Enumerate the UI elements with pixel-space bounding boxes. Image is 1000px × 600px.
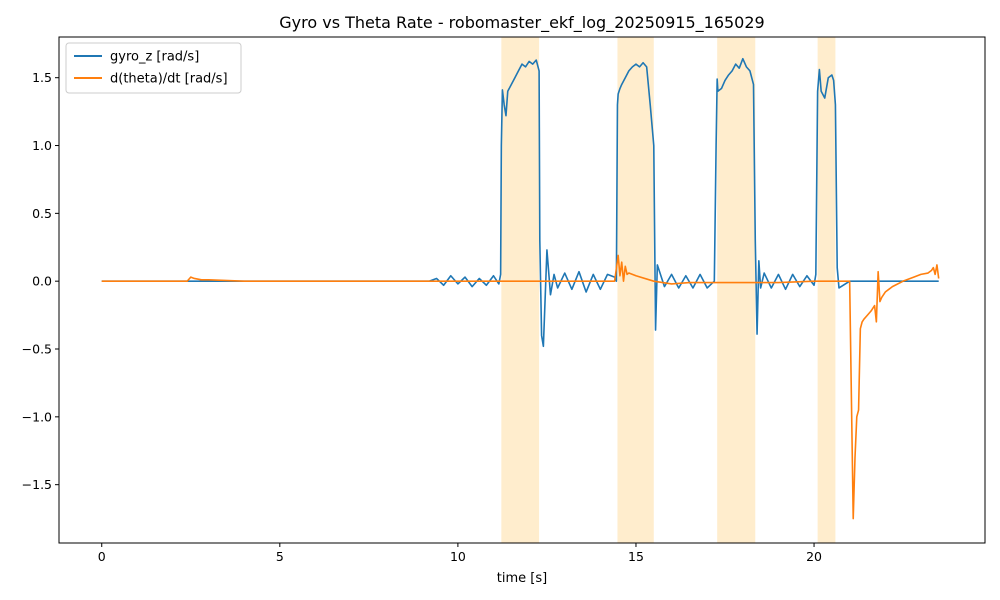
legend-label-theta-rate: d(theta)/dt [rad/s] <box>110 72 228 87</box>
y-tick-label: 0.0 <box>32 274 52 289</box>
x-axis-ticks: 0 5 10 15 20 <box>98 543 822 564</box>
shaded-regions <box>501 37 836 543</box>
series-line-gyro <box>101 57 939 348</box>
x-tick-label: 0 <box>98 549 106 564</box>
y-axis-ticks: −1.5 −1.0 −0.5 0.0 0.5 1.0 1.5 <box>22 70 59 492</box>
plot-frame <box>58 36 986 544</box>
y-tick-label: −1.5 <box>22 477 52 492</box>
shaded-interval-0 <box>501 37 540 543</box>
y-tick-label: 1.5 <box>32 70 52 85</box>
x-axis-label: time [s] <box>497 571 547 586</box>
shaded-interval-1 <box>617 37 654 543</box>
legend: gyro_z [rad/s] d(theta)/dt [rad/s] <box>65 42 242 94</box>
shaded-interval-3 <box>817 37 836 543</box>
x-tick-label: 10 <box>450 549 466 564</box>
y-tick-label: 1.0 <box>32 138 52 153</box>
x-tick-label: 15 <box>628 549 644 564</box>
legend-box <box>65 42 242 94</box>
legend-label-gyro: gyro_z [rad/s] <box>110 50 199 65</box>
shaded-interval-2 <box>717 37 756 543</box>
x-tick-label: 5 <box>276 549 284 564</box>
y-tick-label: −0.5 <box>22 342 52 357</box>
x-tick-label: 20 <box>806 549 822 564</box>
series-layer <box>101 57 940 520</box>
chart-title: Gyro vs Theta Rate - robomaster_ekf_log_… <box>279 13 764 33</box>
series-line-theta-rate <box>101 254 940 520</box>
y-tick-label: 0.5 <box>32 206 52 221</box>
y-tick-label: −1.0 <box>22 409 52 424</box>
